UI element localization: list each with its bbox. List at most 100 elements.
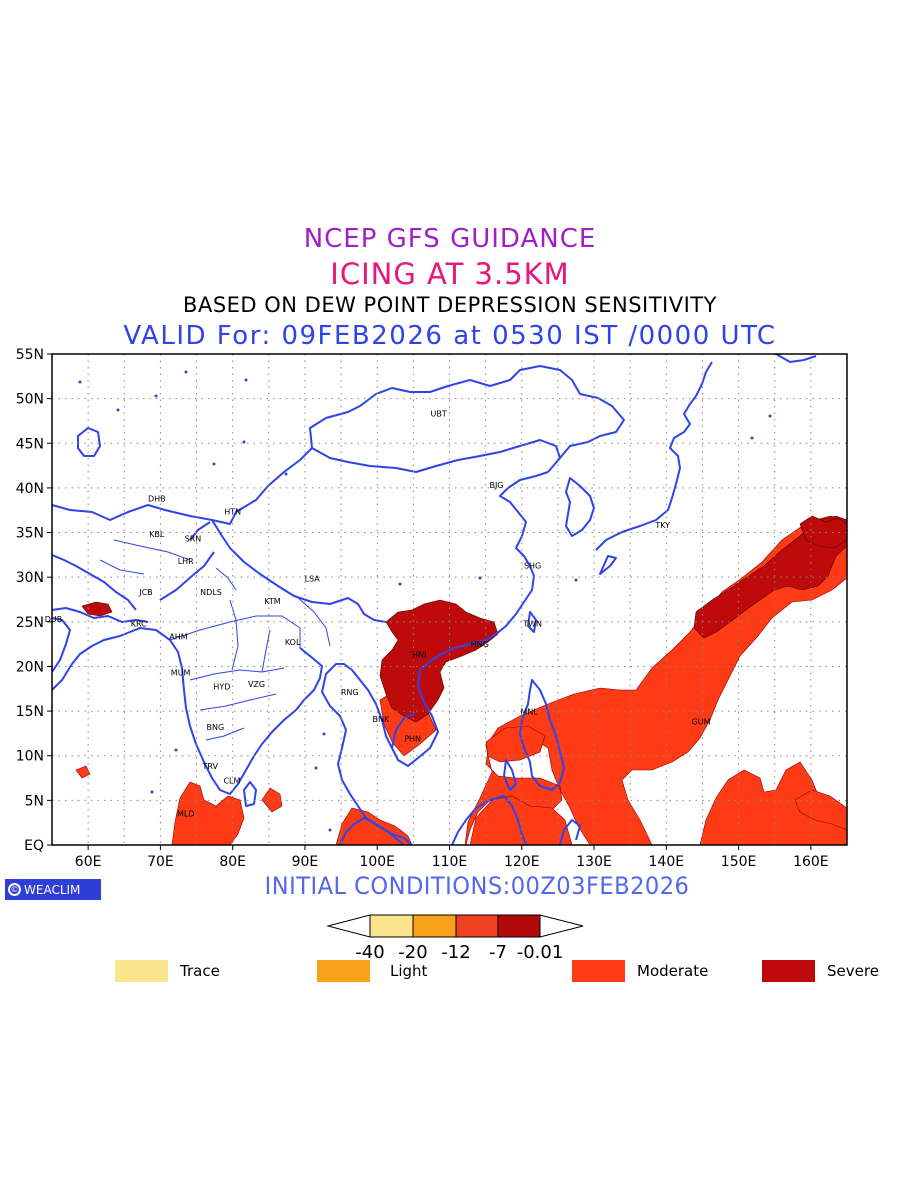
legend-swatch-moderate: [572, 960, 625, 982]
city-label-lsa: LSA: [305, 575, 321, 584]
legend-label-severe: Severe: [827, 962, 879, 980]
legend-item-moderate: Moderate: [572, 960, 708, 982]
lon-label: 120E: [504, 854, 540, 870]
title-parameter: ICING AT 3.5KM: [330, 257, 570, 291]
icing-severe-northwest-pacific: [693, 515, 848, 639]
city-label-kbl: KBL: [149, 530, 165, 539]
city-label-mum: MUM: [171, 668, 191, 677]
icing-area-borneo: [469, 795, 573, 846]
colorbar-right-arrow: [539, 914, 584, 938]
lat-label: 40N: [16, 481, 44, 497]
lat-label: 50N: [16, 392, 44, 408]
longitude-labels: 60E 70E 80E 90E 100E 110E 120E 130E 140E 150E 160E: [75, 845, 829, 870]
legend-label-moderate: Moderate: [637, 962, 709, 980]
city-label-twn: TWN: [522, 619, 542, 628]
colorbar-tick-label: -7: [489, 942, 507, 963]
title-method: BASED ON DEW POINT DEPRESSION SENSITIVIT…: [183, 293, 717, 317]
weaclim-logo[interactable]: © WEACLIM: [5, 879, 101, 900]
lat-label: 25N: [16, 615, 44, 631]
city-label-rng: RNG: [341, 688, 359, 697]
lon-label: 80E: [219, 854, 246, 870]
city-label-trv: TRV: [202, 762, 219, 771]
city-label-bnk: BNK: [372, 715, 389, 724]
city-label-jcb: JCB: [138, 588, 152, 597]
city-label-mnl: MNL: [520, 708, 538, 717]
city-label-bng: BNG: [207, 723, 225, 732]
title-valid-time: VALID For: 09FEB2026 at 0530 IST /0000 U…: [123, 321, 777, 351]
icing-area-arabian-sea: [75, 765, 91, 779]
legend-label-trace: Trace: [180, 962, 220, 980]
city-labels: UBT BJG DHB HTN TKY KBL SRN SHG LHR LSA JCB NDLS KTM…: [45, 409, 711, 818]
graticule: [52, 354, 847, 845]
colorbar-tick-label: -20: [398, 942, 427, 963]
colorbar-left-arrow: [326, 914, 371, 938]
city-label-krc: KRC: [131, 619, 147, 628]
lat-label: 55N: [16, 347, 44, 363]
city-label-gum: GUM: [692, 717, 711, 726]
title-model: NCEP GFS GUIDANCE: [303, 224, 597, 254]
icing-map: UBT BJG DHB HTN TKY KBL SRN SHG LHR LSA JCB NDLS KTM…: [16, 347, 848, 963]
city-label-bjg: BJG: [489, 481, 503, 490]
city-label-tky: TKY: [654, 521, 670, 530]
colorbar-moderate: [455, 914, 499, 938]
lon-label: 160E: [793, 854, 829, 870]
city-label-ndls: NDLS: [200, 588, 222, 597]
legend-label-light: Light: [390, 962, 428, 980]
lat-label: EQ: [24, 838, 44, 854]
lon-label: 130E: [576, 854, 612, 870]
coastlines: [51, 353, 817, 846]
lon-label: 110E: [432, 854, 468, 870]
city-label-hng: HNG: [471, 640, 489, 649]
lon-label: 150E: [721, 854, 757, 870]
icing-severe-areas: [379, 515, 848, 723]
city-label-ktm: KTM: [264, 597, 281, 606]
legend-item-severe: Severe: [762, 960, 879, 982]
colorbar-tick-label: -0.01: [517, 942, 564, 963]
city-label-htn: HTN: [224, 508, 241, 517]
city-label-dhb: DHB: [148, 494, 166, 503]
lat-label: 20N: [16, 659, 44, 675]
lon-label: 100E: [359, 854, 395, 870]
city-label-vzg: VZG: [248, 680, 265, 689]
colorbar-light: [412, 914, 457, 938]
city-label-shg: SHG: [524, 561, 541, 570]
legend-item-trace: Trace: [115, 960, 220, 982]
state-borders: [99, 539, 331, 741]
colorbar-severe: [497, 914, 541, 938]
city-label-hni: HNI: [412, 651, 426, 660]
lon-label: 90E: [292, 854, 319, 870]
lon-label: 70E: [147, 854, 174, 870]
lat-label: 35N: [16, 526, 44, 542]
icing-area-indian-ocean: [171, 781, 245, 846]
lon-label: 60E: [75, 854, 102, 870]
lon-label: 140E: [649, 854, 685, 870]
lat-label: 5N: [25, 793, 44, 809]
icing-severe-south-china: [379, 599, 499, 723]
legend-swatch-light: [317, 960, 370, 982]
legend-item-light: Light: [317, 960, 427, 982]
city-label-hyd: HYD: [213, 683, 230, 692]
lat-label: 15N: [16, 704, 44, 720]
colorbar: -40 -20 -12 -7 -0.01: [326, 914, 584, 963]
city-label-ahm: AHM: [169, 633, 187, 642]
legend-swatch-trace: [115, 960, 168, 982]
city-label-dub: DUB: [45, 615, 63, 624]
colorbar-tick-label: -12: [441, 942, 470, 963]
colorbar-tick-labels: -40 -20 -12 -7 -0.01: [355, 942, 563, 963]
colorbar-tick-label: -40: [355, 942, 384, 963]
lat-label: 10N: [16, 749, 44, 765]
city-label-srn: SRN: [185, 534, 202, 543]
icing-area-south-china-sea: [485, 725, 546, 763]
legend-swatch-severe: [762, 960, 815, 982]
brand-label: WEACLIM: [24, 882, 81, 897]
colorbar-trace: [369, 914, 414, 938]
latitude-labels: 55N 50N 45N 40N 35N 30N 25N 20N 15N 10N 5N EQ: [16, 347, 52, 854]
initial-conditions: INITIAL CONDITIONS:00Z03FEB2026: [264, 872, 690, 900]
city-label-ubt: UBT: [431, 409, 447, 418]
city-label-phn: PHN: [404, 734, 421, 743]
copyright-icon: ©: [8, 883, 21, 896]
city-label-lhr: LHR: [178, 557, 194, 566]
map-plot-area: UBT BJG DHB HTN TKY KBL SRN SHG LHR LSA JCB NDLS KTM…: [45, 353, 848, 846]
island-dots: [78, 370, 772, 832]
lat-label: 30N: [16, 570, 44, 586]
